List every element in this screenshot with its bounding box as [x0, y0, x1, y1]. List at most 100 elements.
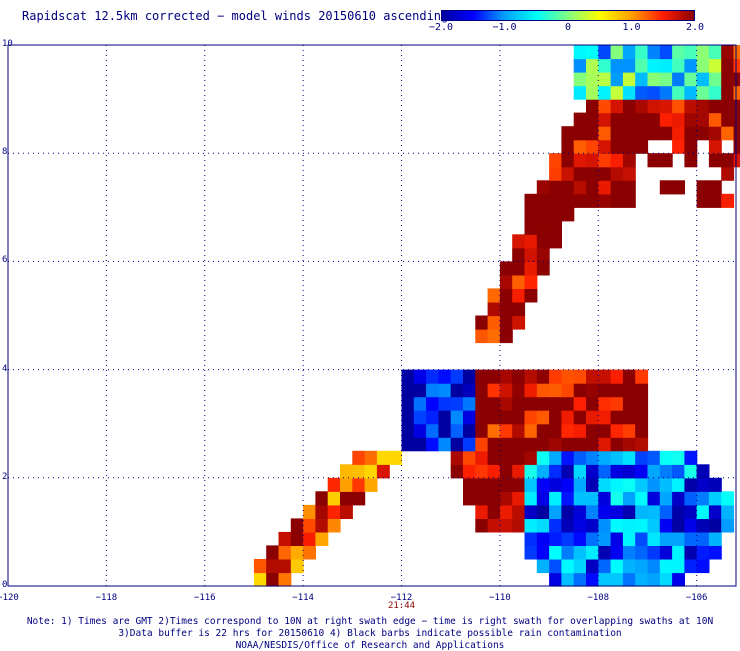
heatmap-cell	[660, 559, 673, 573]
heatmap-cell	[488, 437, 501, 451]
heatmap-cell	[623, 126, 636, 140]
colorbar-tick-label: −1.0	[492, 22, 516, 33]
heatmap-cell	[475, 329, 488, 343]
heatmap-cell	[648, 451, 661, 465]
heatmap-cell	[426, 424, 439, 438]
heatmap-cell	[598, 194, 611, 208]
heatmap-cell	[525, 261, 538, 275]
heatmap-cell	[402, 424, 415, 438]
heatmap-cell	[635, 99, 648, 113]
heatmap-cell	[402, 370, 415, 384]
heatmap-cell	[525, 207, 538, 221]
heatmap-cell	[537, 491, 550, 505]
heatmap-cell	[549, 397, 562, 411]
heatmap-cell	[586, 59, 599, 73]
heatmap-cell	[561, 559, 574, 573]
heatmap-cell	[672, 59, 685, 73]
heatmap-cell	[512, 275, 525, 289]
heatmap-cell	[426, 410, 439, 424]
heatmap-cell	[611, 451, 624, 465]
heatmap-cell	[561, 464, 574, 478]
heatmap-cell	[537, 383, 550, 397]
heatmap-cell	[574, 153, 587, 167]
heatmap-cell	[315, 532, 328, 546]
heatmap-cell	[574, 72, 587, 86]
heatmap-cell	[697, 72, 710, 86]
heatmap-cell	[500, 261, 513, 275]
heatmap-cell	[537, 424, 550, 438]
colorbar-gradient	[441, 10, 695, 21]
heatmap-cell	[721, 59, 734, 73]
heatmap-cell	[684, 505, 697, 519]
heatmap-cell	[697, 559, 710, 573]
heatmap-cell	[672, 113, 685, 127]
heatmap-cell	[586, 113, 599, 127]
heatmap-cell	[574, 140, 587, 154]
heatmap-cell	[721, 86, 734, 100]
heatmap-cell	[648, 72, 661, 86]
heatmap-cell	[709, 59, 722, 73]
heatmap-cell	[402, 397, 415, 411]
heatmap-cell	[500, 288, 513, 302]
heatmap-cell	[586, 45, 599, 59]
heatmap-cell	[549, 383, 562, 397]
heatmap-cell	[586, 518, 599, 532]
heatmap-cell	[684, 532, 697, 546]
heatmap-cell	[426, 370, 439, 384]
heatmap-cell	[684, 518, 697, 532]
heatmap-cell	[438, 383, 451, 397]
heatmap-cell	[623, 478, 636, 492]
heatmap-cell	[475, 383, 488, 397]
heatmap-cell	[414, 410, 427, 424]
heatmap-cell	[734, 59, 740, 73]
heatmap-cell	[697, 59, 710, 73]
heatmap-cell	[611, 167, 624, 181]
heatmap-cell	[623, 410, 636, 424]
heatmap-cell	[525, 288, 538, 302]
heatmap-cell	[574, 410, 587, 424]
heatmap-cell	[697, 99, 710, 113]
heatmap-cell	[721, 518, 734, 532]
heatmap-cell	[623, 72, 636, 86]
heatmap-cell	[488, 505, 501, 519]
heatmap-cell	[512, 316, 525, 330]
heatmap-cell	[365, 451, 378, 465]
heatmap-cell	[463, 424, 476, 438]
heatmap-cell	[537, 194, 550, 208]
heatmap-cell	[525, 478, 538, 492]
heatmap-cell	[475, 505, 488, 519]
heatmap-cell	[574, 194, 587, 208]
heatmap-cell	[623, 545, 636, 559]
heatmap-cell	[488, 491, 501, 505]
heatmap-cell	[635, 491, 648, 505]
heatmap-cell	[586, 167, 599, 181]
heatmap-cell	[586, 478, 599, 492]
heatmap-cell	[537, 261, 550, 275]
heatmap-cell	[340, 478, 353, 492]
heatmap-cell	[303, 545, 316, 559]
chart-title: Rapidscat 12.5km corrected − model winds…	[22, 9, 448, 23]
heatmap-cell	[549, 194, 562, 208]
heatmap-cell	[684, 113, 697, 127]
heatmap-cell	[402, 410, 415, 424]
heatmap-cell	[561, 573, 574, 587]
heatmap-cell	[684, 72, 697, 86]
heatmap-cell	[488, 478, 501, 492]
heatmap-cell	[734, 140, 740, 154]
heatmap-cell	[598, 451, 611, 465]
heatmap-cell	[549, 234, 562, 248]
heatmap-cell	[586, 72, 599, 86]
heatmap-cell	[488, 397, 501, 411]
heatmap-cell	[611, 194, 624, 208]
colorbar-tick-label: 1.0	[622, 22, 640, 33]
heatmap-cell	[611, 478, 624, 492]
heatmap-cell	[586, 194, 599, 208]
heatmap-cell	[574, 491, 587, 505]
heatmap-cell	[672, 126, 685, 140]
heatmap-cell	[721, 153, 734, 167]
heatmap-cell	[697, 113, 710, 127]
x-tick-label: −110	[489, 593, 511, 603]
heatmap-cell	[623, 99, 636, 113]
heatmap-cell	[463, 478, 476, 492]
heatmap-cell	[598, 491, 611, 505]
